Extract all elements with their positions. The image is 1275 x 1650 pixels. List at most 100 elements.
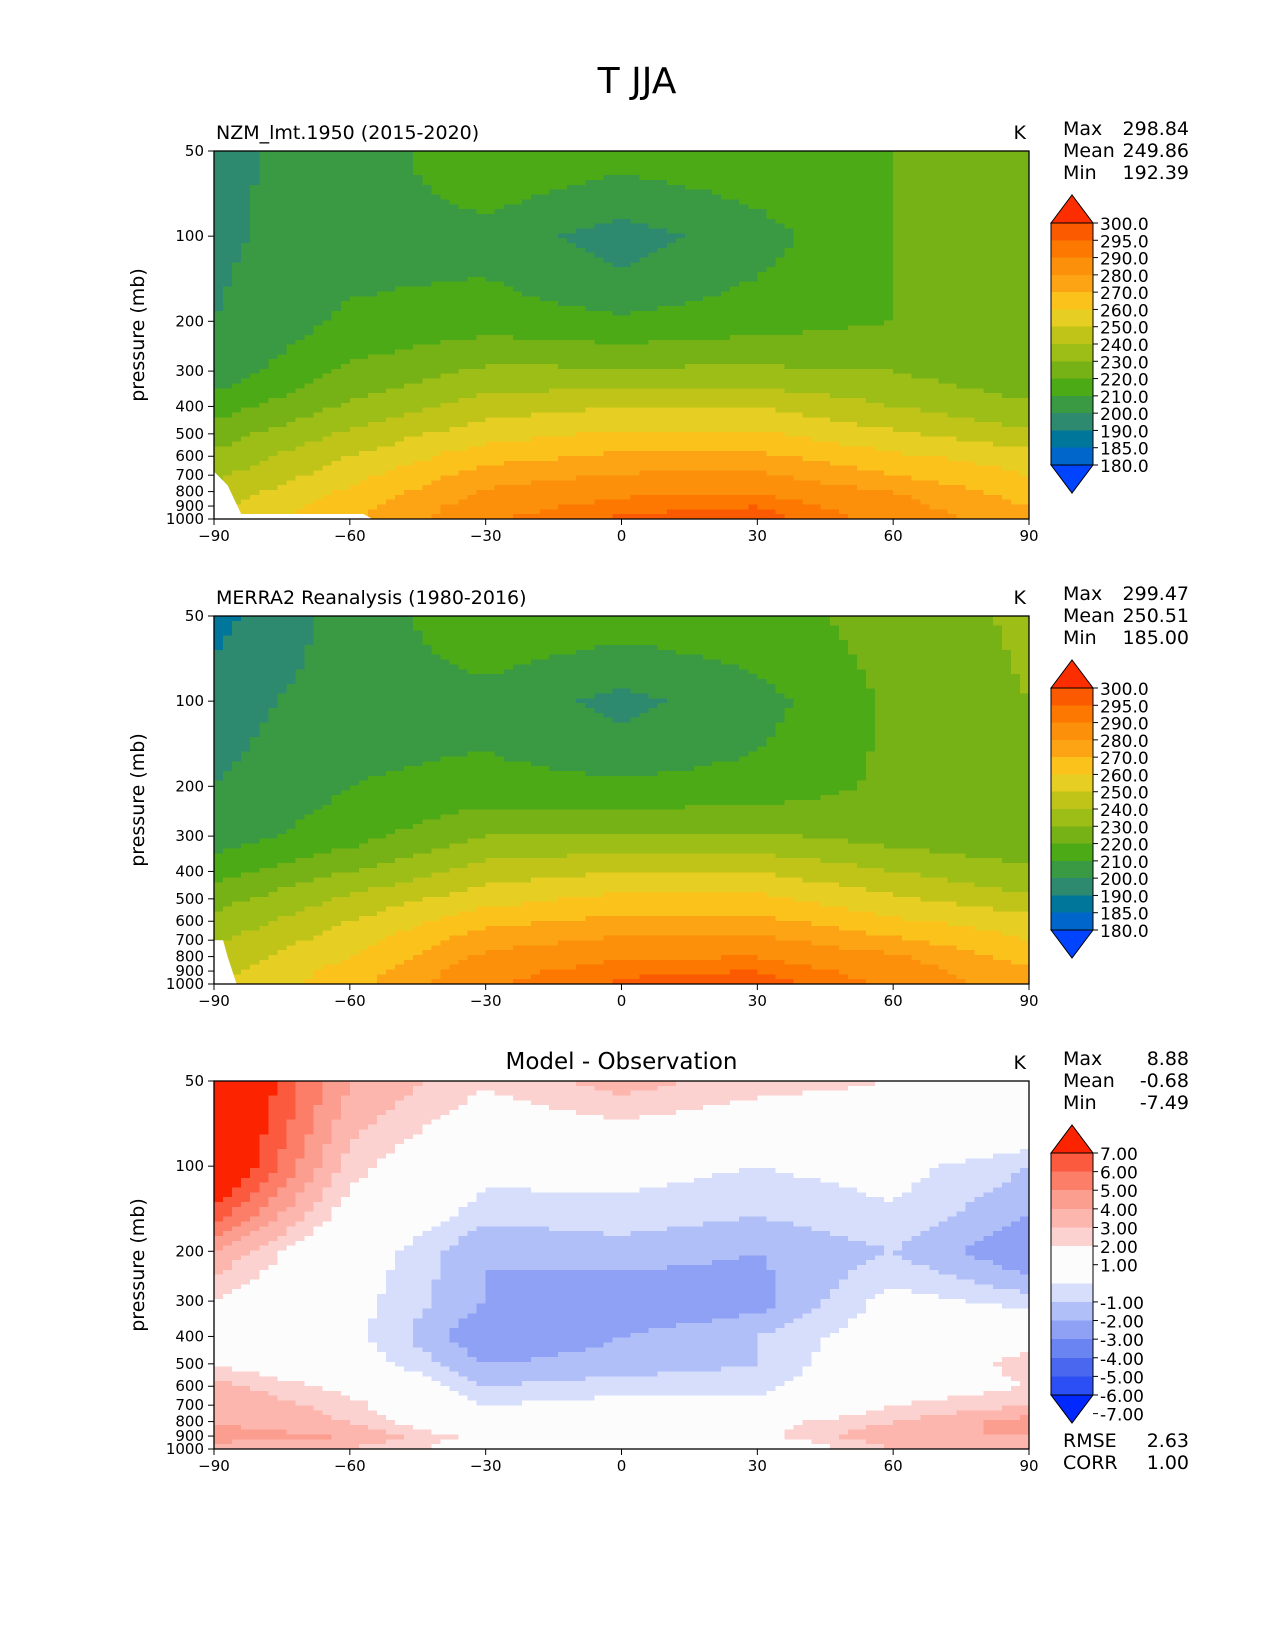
- contour-cell: [422, 156, 432, 162]
- contour-cell: [377, 238, 387, 244]
- contour-cell: [386, 335, 396, 341]
- contour-cell: [341, 214, 351, 220]
- contour-cell: [803, 214, 813, 220]
- contour-cell: [622, 175, 632, 181]
- contour-cell: [241, 301, 251, 307]
- contour-cell: [223, 258, 233, 264]
- contour-cell: [540, 219, 550, 225]
- contour-cell: [794, 262, 804, 268]
- contour-cell: [1002, 166, 1012, 172]
- contour-cell: [277, 267, 287, 273]
- contour-cell: [404, 238, 414, 244]
- contour-cell: [468, 204, 478, 210]
- contour-cell: [658, 170, 668, 176]
- contour-cell: [993, 253, 1003, 259]
- contour-cell: [848, 209, 858, 215]
- contour-cell: [214, 316, 224, 322]
- contour-cell: [567, 296, 577, 302]
- contour-cell: [504, 311, 514, 317]
- contour-cell: [929, 204, 939, 210]
- contour-cell: [766, 267, 776, 273]
- contour-cell: [594, 209, 604, 215]
- contour-cell: [468, 258, 478, 264]
- contour-cell: [712, 243, 722, 249]
- contour-cell: [468, 219, 478, 225]
- contour-cell: [712, 320, 722, 326]
- contour-cell: [223, 277, 233, 283]
- contour-cell: [993, 233, 1003, 239]
- contour-cell: [241, 267, 251, 273]
- contour-cell: [440, 156, 450, 162]
- contour-cell: [830, 287, 840, 293]
- contour-cell: [1011, 161, 1021, 167]
- contour-cell: [594, 320, 604, 326]
- contour-cell: [812, 316, 822, 322]
- contour-cell: [431, 195, 441, 201]
- contour-cell: [839, 238, 849, 244]
- contour-cell: [341, 320, 351, 326]
- contour-cell: [984, 335, 994, 341]
- contour-cell: [622, 161, 632, 167]
- contour-cell: [540, 277, 550, 283]
- contour-cell: [323, 180, 333, 186]
- contour-cell: [268, 214, 278, 220]
- contour-cell: [739, 330, 749, 336]
- contour-cell: [522, 238, 532, 244]
- contour-cell: [305, 340, 315, 346]
- contour-cell: [649, 224, 659, 230]
- contour-cell: [794, 219, 804, 225]
- contour-cell: [459, 199, 469, 205]
- contour-cell: [495, 267, 505, 273]
- contour-cell: [585, 233, 595, 239]
- contour-cell: [241, 156, 251, 162]
- contour-cell: [703, 301, 713, 307]
- contour-cell: [531, 258, 541, 264]
- contour-cell: [468, 190, 478, 196]
- contour-cell: [449, 296, 459, 302]
- contour-cell: [232, 151, 242, 157]
- contour-cell: [332, 219, 342, 225]
- contour-cell: [459, 291, 469, 297]
- contour-cell: [966, 219, 976, 225]
- contour-cell: [585, 291, 595, 297]
- contour-cell: [1020, 195, 1030, 201]
- contour-cell: [993, 277, 1003, 283]
- contour-cell: [223, 214, 233, 220]
- contour-cell: [259, 340, 269, 346]
- contour-cell: [594, 161, 604, 167]
- contour-cell: [1002, 161, 1012, 167]
- contour-cell: [902, 224, 912, 230]
- contour-cell: [332, 316, 342, 322]
- contour-cell: [612, 224, 622, 230]
- contour-cell: [377, 306, 387, 312]
- contour-cell: [938, 316, 948, 322]
- contour-cell: [929, 316, 939, 322]
- contour-cell: [866, 248, 876, 254]
- contour-cell: [612, 330, 622, 336]
- contour-cell: [296, 272, 306, 278]
- contour-cell: [386, 195, 396, 201]
- contour-cell: [785, 238, 795, 244]
- contour-cell: [884, 267, 894, 273]
- contour-cell: [286, 175, 296, 181]
- contour-cell: [658, 195, 668, 201]
- contour-cell: [694, 340, 704, 346]
- contour-cell: [250, 267, 260, 273]
- contour-cell: [721, 335, 731, 341]
- contour-cell: [594, 195, 604, 201]
- contour-cell: [558, 224, 568, 230]
- contour-cell: [1011, 320, 1021, 326]
- contour-cell: [459, 325, 469, 331]
- contour-cell: [323, 306, 333, 312]
- contour-cell: [413, 272, 423, 278]
- contour-cell: [803, 258, 813, 264]
- contour-cell: [495, 320, 505, 326]
- contour-cell: [268, 248, 278, 254]
- contour-cell: [966, 296, 976, 302]
- contour-cell: [386, 272, 396, 278]
- contour-cell: [241, 258, 251, 264]
- contour-cell: [296, 316, 306, 322]
- contour-cell: [250, 185, 260, 191]
- contour-cell: [368, 170, 378, 176]
- contour-cell: [314, 316, 324, 322]
